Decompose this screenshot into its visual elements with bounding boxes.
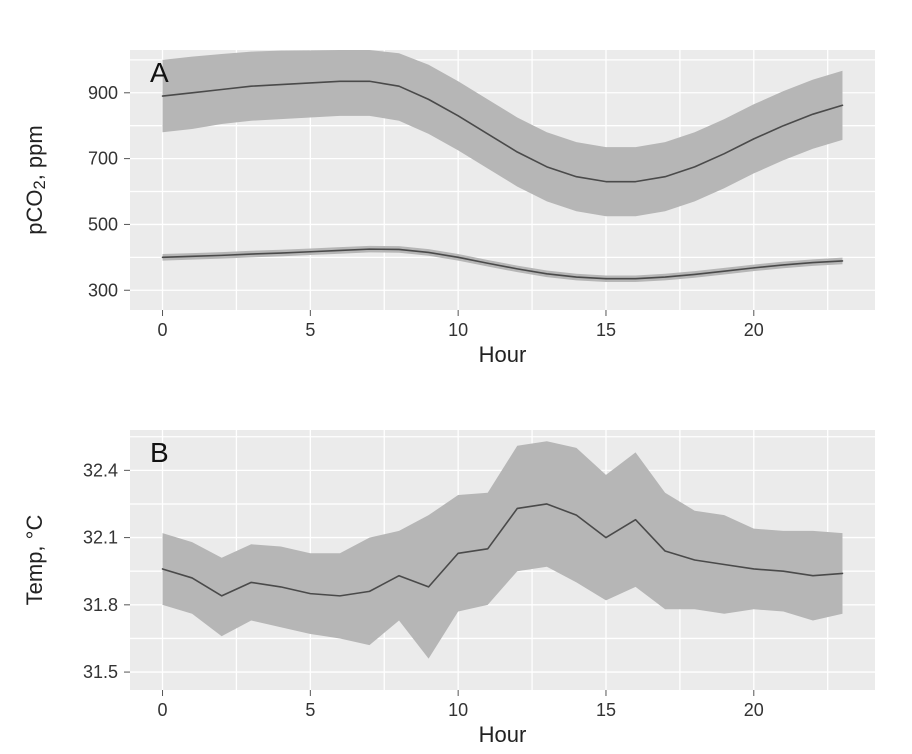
chart-svg: 0 5 10 15 20 300 500 700 900 Hour pCO2, ppm A 0 5 10 15… bbox=[0, 0, 912, 749]
x-axis-title: Hour bbox=[479, 722, 527, 747]
x-axis-title: Hour bbox=[479, 342, 527, 367]
y-tick-label: 500 bbox=[88, 214, 118, 234]
panel-B: 0 5 10 15 20 31.5 31.8 32.1 32.4 Hour Temp, °C B bbox=[22, 430, 875, 747]
y-tick-label: 32.4 bbox=[83, 460, 118, 480]
y-tick-label: 31.5 bbox=[83, 662, 118, 682]
y-axis-title: Temp, °C bbox=[22, 515, 47, 606]
y-axis-title: pCO2, ppm bbox=[22, 125, 49, 234]
y-tick-label: 900 bbox=[88, 83, 118, 103]
x-tick-label: 20 bbox=[744, 320, 764, 340]
x-tick-label: 5 bbox=[305, 320, 315, 340]
panel-label: A bbox=[150, 57, 169, 88]
x-tick-label: 0 bbox=[158, 700, 168, 720]
x-tick-label: 5 bbox=[305, 700, 315, 720]
x-tick-label: 20 bbox=[744, 700, 764, 720]
y-tick-label: 32.1 bbox=[83, 528, 118, 548]
x-tick-label: 0 bbox=[158, 320, 168, 340]
x-tick-label: 15 bbox=[596, 320, 616, 340]
figure: 0 5 10 15 20 300 500 700 900 Hour pCO2, ppm A 0 5 10 15… bbox=[0, 0, 912, 749]
x-tick-label: 15 bbox=[596, 700, 616, 720]
y-tick-label: 700 bbox=[88, 149, 118, 169]
panel-label: B bbox=[150, 437, 169, 468]
y-tick-label: 300 bbox=[88, 280, 118, 300]
panel-A: 0 5 10 15 20 300 500 700 900 Hour pCO2, ppm A bbox=[22, 50, 875, 367]
x-tick-label: 10 bbox=[448, 320, 468, 340]
y-tick-label: 31.8 bbox=[83, 595, 118, 615]
x-tick-label: 10 bbox=[448, 700, 468, 720]
